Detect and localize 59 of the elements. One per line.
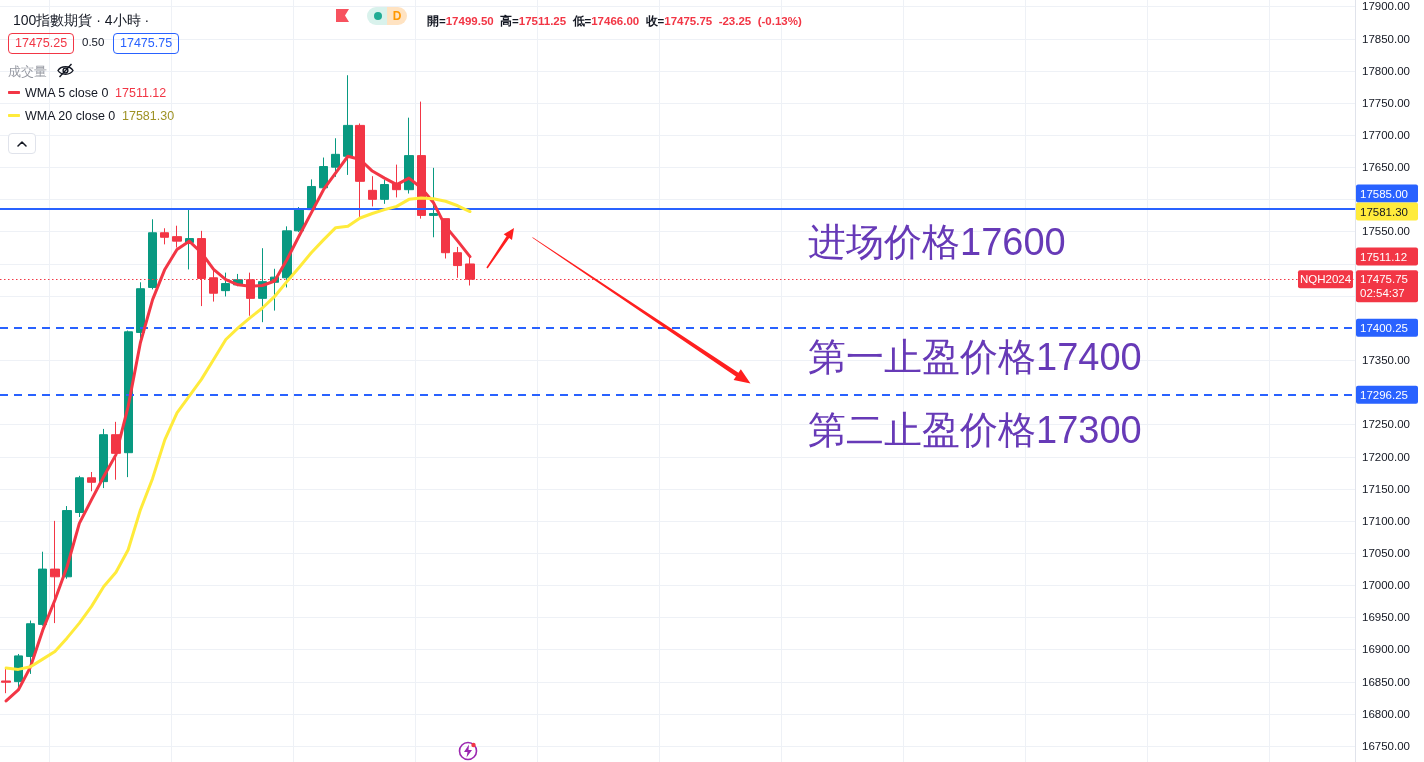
ref-line-label: 17296.25 — [1360, 388, 1408, 401]
y-tick-label: 16950.00 — [1362, 611, 1410, 624]
y-tick-label: 17900.00 — [1362, 0, 1410, 13]
y-tick-label: 17100.00 — [1362, 514, 1410, 527]
candlestick — [50, 520, 60, 624]
text: 02:54:37 — [1360, 287, 1405, 300]
candlestick — [148, 218, 157, 290]
y-tick-label: 17050.00 — [1362, 547, 1410, 560]
y-tick-label: 16850.00 — [1362, 675, 1410, 688]
candlestick — [331, 137, 340, 178]
candlestick — [368, 175, 377, 207]
annotation: 进场价格17600 — [808, 221, 1066, 263]
candlestick — [75, 475, 84, 518]
price-box: 17475.75 — [113, 33, 180, 54]
annotation: 第二止盈价格17300 — [808, 409, 1142, 451]
text: 100指數期貨 · 4小時 · — [13, 12, 150, 28]
text: 17511.12 — [1360, 250, 1408, 263]
y-tick-label: 17800.00 — [1362, 64, 1410, 77]
annotation: 第一止盈价格17400 — [808, 336, 1142, 378]
annotation: 17581.30 — [122, 108, 175, 123]
candlestick — [429, 167, 438, 238]
y-tick-label: 17550.00 — [1362, 225, 1410, 238]
y-tick-label: 16900.00 — [1362, 643, 1410, 656]
y-tick-label: 17700.00 — [1362, 129, 1410, 142]
annotation: 0.50 — [82, 36, 105, 48]
text: 17581.30 — [1360, 205, 1408, 218]
y-tick-label: 17150.00 — [1362, 482, 1410, 495]
legend-label: WMA 20 close 0 — [25, 108, 116, 123]
candlestick — [319, 157, 328, 191]
candlestick — [136, 281, 145, 339]
candlestick — [172, 225, 182, 249]
annotation: 成交量 — [8, 63, 47, 81]
ref-line-label: 17585.00 — [1360, 187, 1408, 200]
candlestick — [404, 117, 414, 195]
y-tick-label: 17650.00 — [1362, 161, 1410, 174]
y-tick-label: 17850.00 — [1362, 32, 1410, 45]
annotation: D — [387, 7, 407, 25]
y-tick-label: 17250.00 — [1362, 418, 1410, 431]
candlestick — [26, 620, 35, 675]
y-tick-label: 17200.00 — [1362, 450, 1410, 463]
candlestick — [343, 74, 353, 176]
y-tick-label: 17350.00 — [1362, 354, 1410, 367]
y-tick-label: 17000.00 — [1362, 579, 1410, 592]
candlestick — [160, 227, 169, 245]
candlestick — [1, 668, 11, 694]
y-tick-label: 16750.00 — [1362, 739, 1410, 752]
annotation: 17475.75 — [664, 15, 713, 27]
candlestick — [380, 179, 389, 205]
annotation: 17511.12 — [115, 85, 167, 100]
candlestick — [221, 272, 230, 297]
ref-line-label: 17475.75 — [1360, 273, 1408, 286]
y-tick-label: 17750.00 — [1362, 96, 1410, 109]
price-box: 17475.25 — [8, 33, 75, 54]
legend-label: WMA 5 close 0 — [25, 85, 109, 100]
y-tick-label: 16800.00 — [1362, 707, 1410, 720]
candlestick — [38, 551, 47, 627]
ref-line-label: 17400.25 — [1360, 321, 1408, 334]
candlestick — [87, 471, 96, 492]
annotation: NQH2024 — [1299, 273, 1352, 286]
